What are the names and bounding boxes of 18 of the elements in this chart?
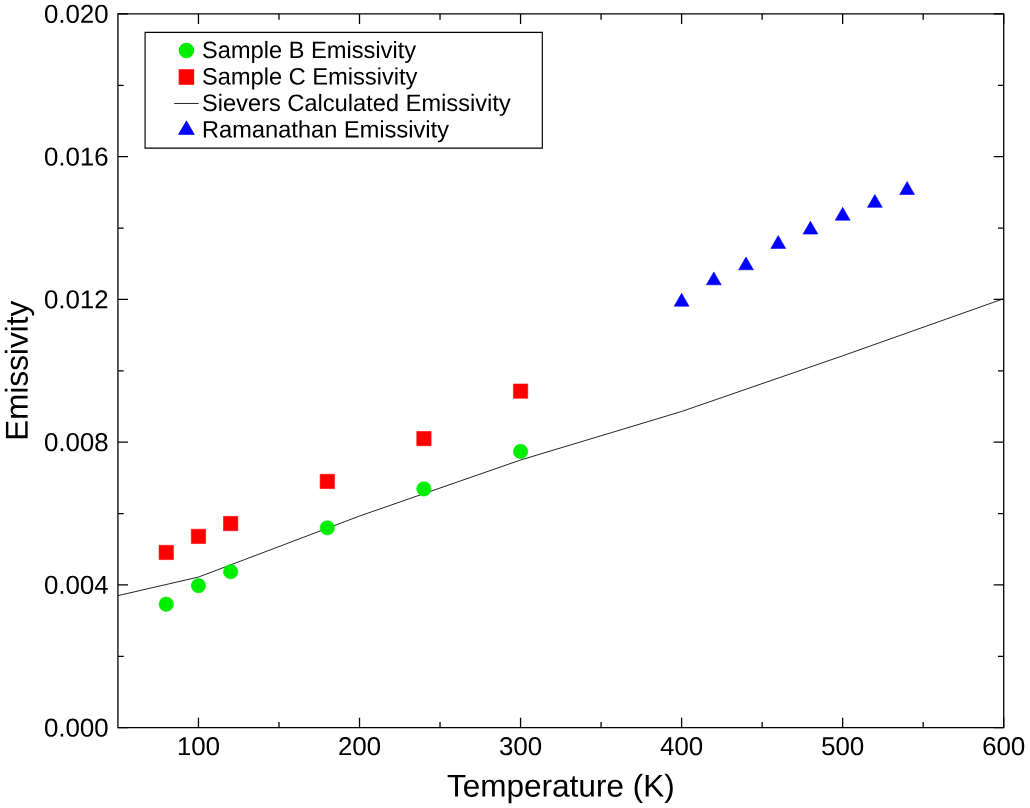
legend-label: Sample B Emissivity bbox=[203, 40, 417, 63]
y-tick-label: 0.008 bbox=[45, 433, 108, 452]
y-tick-label: 0.012 bbox=[45, 290, 108, 309]
y-tick-label: 0.016 bbox=[45, 147, 108, 166]
x-tick-label: 200 bbox=[339, 737, 381, 756]
x-tick-label: 400 bbox=[660, 737, 703, 756]
y-axis-title: Emissivity bbox=[4, 300, 35, 439]
y-tick-label: 0.020 bbox=[45, 4, 108, 24]
x-tick-label: 100 bbox=[178, 737, 219, 756]
x-tick-label: 600 bbox=[983, 737, 1025, 756]
legend-label: Sample C Emissivity bbox=[203, 67, 418, 90]
x-tick-label: 500 bbox=[822, 737, 864, 756]
x-tick-label: 300 bbox=[500, 737, 542, 756]
x-axis-title: Temperature (K) bbox=[447, 773, 673, 804]
legend-label: Ramanathan Emissivity bbox=[203, 120, 449, 143]
y-tick-label: 0.000 bbox=[45, 718, 108, 737]
y-tick-label: 0.004 bbox=[45, 575, 108, 595]
legend-label: Sievers Calculated Emissivity bbox=[203, 93, 511, 116]
